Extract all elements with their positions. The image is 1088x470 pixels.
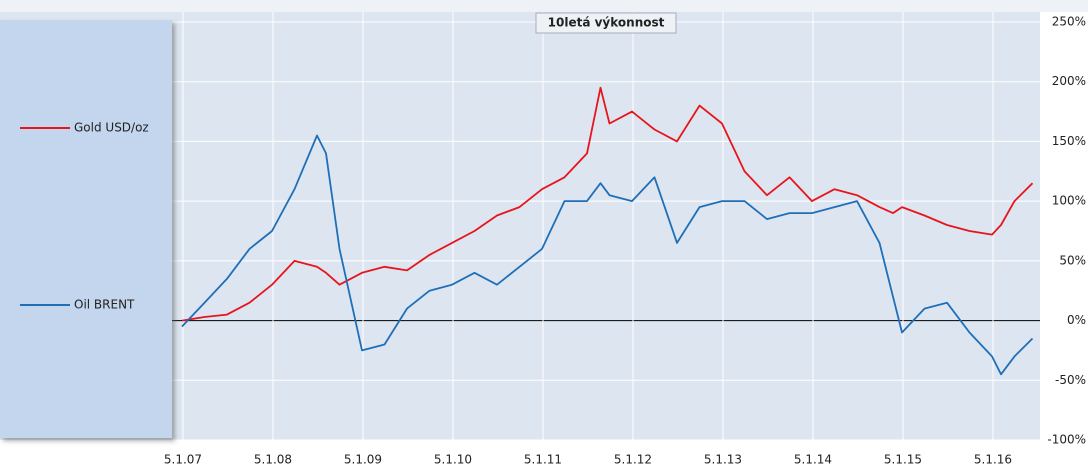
title-box	[535, 12, 677, 34]
series-line	[181, 86, 1034, 322]
y-tick-label: -100%	[1047, 433, 1086, 447]
plot-background	[0, 12, 1040, 440]
y-tick-label: 150%	[1052, 134, 1086, 148]
y-tick-label: 100%	[1052, 194, 1086, 208]
y-tick-label: 200%	[1052, 74, 1086, 88]
x-tick-label: 5.1.09	[344, 453, 382, 467]
x-tick-label: 5.1.07	[164, 453, 202, 467]
legend-label: Gold USD/oz	[74, 121, 149, 135]
y-tick-label: 50%	[1059, 253, 1086, 267]
x-tick-label: 5.1.12	[614, 453, 652, 467]
y-tick-label: 0%	[1067, 313, 1086, 327]
x-tick-label: 5.1.10	[434, 453, 472, 467]
chart-title: 10letá výkonnost	[548, 16, 665, 30]
x-tick-label: 5.1.15	[884, 453, 922, 467]
legend-label: Oil BRENT	[74, 298, 135, 312]
x-tick-label: 5.1.16	[974, 453, 1012, 467]
x-tick-label: 5.1.11	[524, 453, 562, 467]
x-tick-label: 5.1.14	[794, 453, 832, 467]
x-tick-label: 5.1.08	[254, 453, 292, 467]
legend-panel	[0, 20, 172, 438]
x-tick-label: 5.1.13	[704, 453, 742, 467]
top-strip	[0, 0, 1088, 12]
y-tick-label: -50%	[1055, 373, 1086, 387]
y-tick-label: 250%	[1052, 15, 1086, 29]
series-line	[181, 134, 1034, 376]
